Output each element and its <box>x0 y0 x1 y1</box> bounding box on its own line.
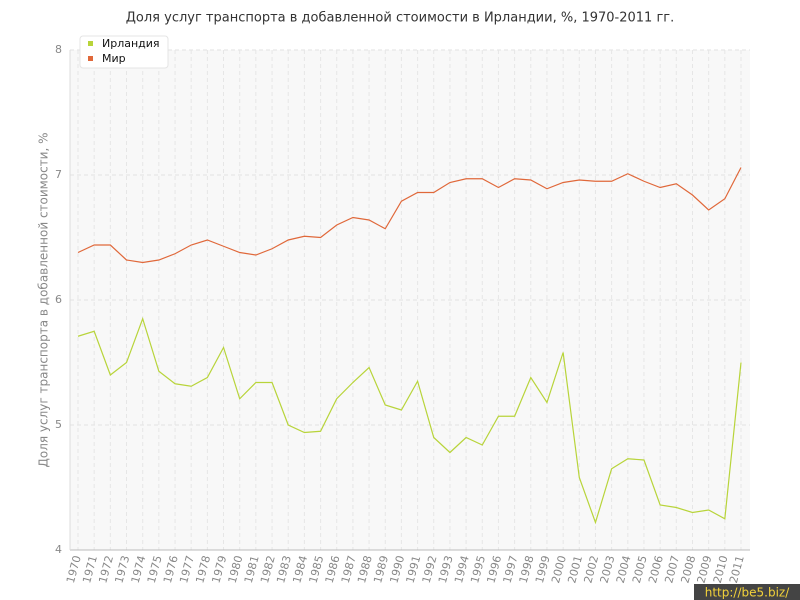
chart-title: Доля услуг транспорта в добавленной стои… <box>126 11 675 26</box>
series-line <box>77 316 742 525</box>
legend-swatch <box>88 56 93 61</box>
legend-label: Мир <box>102 52 126 65</box>
y-tick-label: 6 <box>55 293 62 306</box>
y-tick-label: 7 <box>55 168 62 181</box>
y-tick-label: 8 <box>55 43 62 56</box>
watermark-bg <box>694 584 800 600</box>
legend: Ирландия Мир <box>79 35 169 69</box>
y-tick-label: 5 <box>55 418 62 431</box>
y-tick-label: 4 <box>55 543 62 556</box>
y-axis-label: Доля услуг транспорта в добавленной стои… <box>37 133 51 468</box>
legend-label: Ирландия <box>102 37 160 50</box>
series-line <box>77 167 742 264</box>
watermark: http://be5.biz/ <box>705 586 790 600</box>
legend-swatch <box>88 41 93 46</box>
legend-box <box>79 35 169 69</box>
